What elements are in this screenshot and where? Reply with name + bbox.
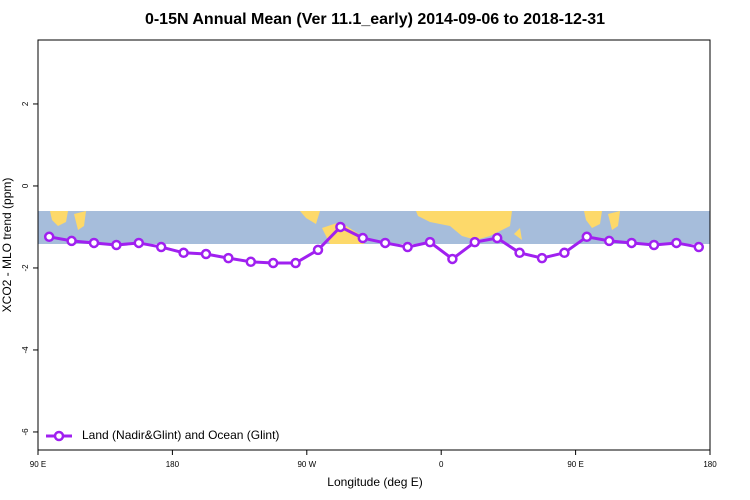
data-point <box>536 252 548 264</box>
y-axis-label: XCO2 - MLO trend (ppm) <box>0 178 14 313</box>
y-tick-label: -2 <box>21 264 30 272</box>
data-point <box>447 253 458 265</box>
data-point <box>693 241 705 253</box>
data-point <box>514 247 525 259</box>
data-point <box>267 257 279 269</box>
legend-label: Land (Nadir&Glint) and Ocean (Glint) <box>82 428 279 442</box>
data-point <box>357 232 369 244</box>
x-tick-label: 90 E <box>567 460 583 469</box>
data-point <box>626 237 637 249</box>
data-point <box>581 231 593 243</box>
data-point <box>491 232 503 244</box>
x-tick-label: 90 E <box>30 460 46 469</box>
data-point <box>469 236 481 248</box>
data-point <box>424 236 436 248</box>
data-point <box>648 239 660 251</box>
data-point <box>43 231 55 243</box>
x-axis-label: Longitude (deg E) <box>327 475 422 489</box>
data-point <box>671 237 682 249</box>
y-tick-label: 0 <box>21 183 30 188</box>
legend-marker <box>53 430 65 442</box>
data-point <box>335 221 346 233</box>
data-point <box>312 244 324 256</box>
data-point <box>223 252 234 264</box>
data-point <box>88 237 100 249</box>
data-point <box>155 241 167 253</box>
x-tick-label: 180 <box>166 460 180 469</box>
x-tick-label: 0 <box>439 460 444 469</box>
data-point <box>178 247 189 259</box>
data-point <box>379 237 391 249</box>
data-point <box>111 239 122 251</box>
y-tick-label: -4 <box>21 346 30 354</box>
data-point <box>559 247 570 259</box>
map-band <box>38 211 710 244</box>
y-tick-label: 2 <box>21 101 30 106</box>
data-point <box>200 248 212 260</box>
data-point <box>290 257 301 269</box>
data-point <box>603 235 615 247</box>
x-tick-label: 90 W <box>297 460 316 469</box>
data-point <box>402 241 413 253</box>
chart-title: 0-15N Annual Mean (Ver 11.1_early) 2014-… <box>145 11 605 28</box>
plot-frame <box>37 39 711 451</box>
data-point <box>245 256 257 268</box>
x-tick-label: 180 <box>703 460 717 469</box>
data-point <box>133 237 145 249</box>
data-point <box>66 235 77 247</box>
y-tick-label: -6 <box>21 428 30 436</box>
